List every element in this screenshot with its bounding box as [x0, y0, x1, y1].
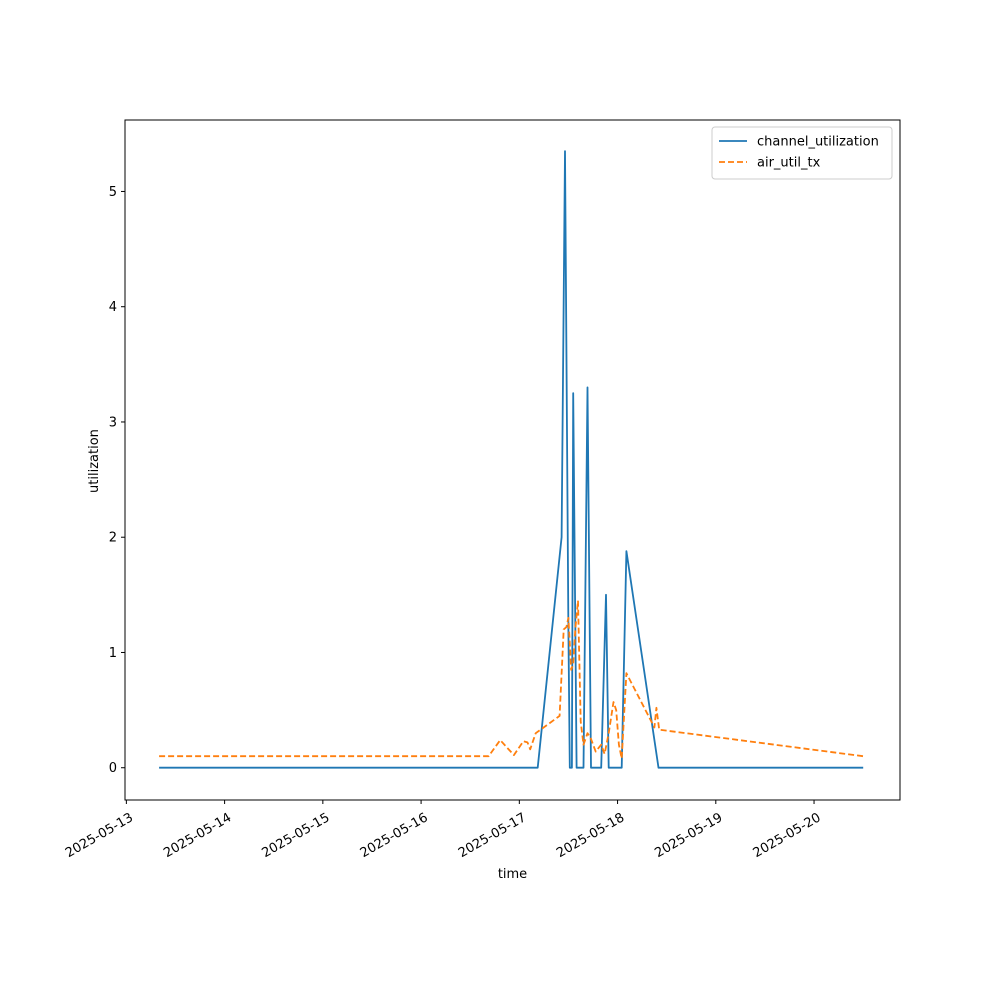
y-tick-label: 4	[109, 300, 117, 315]
y-tick-label: 0	[109, 761, 117, 776]
legend-box	[711, 126, 893, 180]
y-axis-label: utilization	[87, 429, 102, 493]
x-axis-label: time	[498, 867, 527, 882]
x-tick-label: 2025-05-16	[358, 810, 431, 861]
series-line-channel-utilization	[159, 150, 864, 769]
y-tick-label: 5	[109, 185, 117, 200]
x-tick-label: 2025-05-18	[554, 810, 627, 861]
legend-label: channel_utilization	[757, 135, 879, 150]
x-tick-label: 2025-05-17	[456, 810, 529, 861]
x-tick-label: 2025-05-19	[652, 810, 725, 861]
plot-area	[159, 150, 864, 769]
legend-label: air_util_tx	[757, 156, 821, 171]
y-tick-label: 3	[109, 415, 117, 430]
y-tick-label: 2	[109, 531, 117, 546]
x-tick-label: 2025-05-15	[259, 810, 332, 861]
y-tick-label: 1	[109, 646, 117, 661]
y-axis-ticks: 0 1 2 3 4 5	[109, 185, 125, 776]
plot-frame	[124, 119, 901, 801]
x-tick-label: 2025-05-20	[751, 810, 824, 861]
x-tick-label: 2025-05-13	[63, 810, 136, 861]
legend: channel_utilization air_util_tx	[711, 126, 893, 180]
series-line-air-util-tx	[159, 599, 864, 760]
x-tick-label: 2025-05-14	[161, 810, 234, 861]
x-axis-ticks: 2025-05-13 2025-05-14 2025-05-15 2025-05-16…	[63, 800, 824, 861]
